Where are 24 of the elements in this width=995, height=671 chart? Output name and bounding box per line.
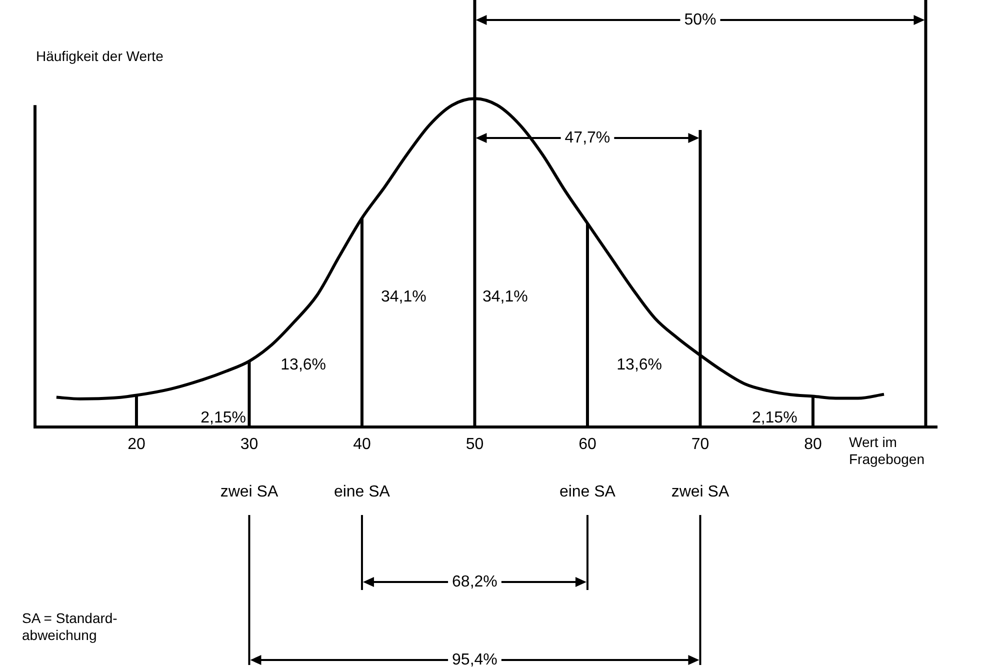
x-tick-label: 70 [691, 436, 710, 453]
text: 50% [684, 12, 716, 28]
annotation: 47,7% [564, 130, 610, 146]
x-tick-label: 60 [578, 436, 596, 453]
annotation: 34,1% [381, 288, 426, 306]
text: eine SA [334, 483, 390, 500]
text: SA = Standard-abweichung [22, 610, 118, 644]
text: 68,2% [452, 574, 498, 590]
x-axis-title: Wert im Fragebogen [849, 434, 926, 468]
text: eine SA [559, 483, 616, 500]
y-axis-title: Häufigkeit der Werte [36, 48, 164, 65]
x-tick-label: 20 [128, 436, 146, 453]
annotation: 13,6% [616, 356, 662, 374]
annotation: 2,15% [200, 410, 246, 426]
x-tick-label: 50 [466, 436, 484, 453]
text: zwei SA [671, 483, 730, 500]
annotation: 13,6% [280, 356, 326, 374]
text: 95,4% [452, 652, 498, 668]
annotation: 2,15% [752, 410, 798, 426]
x-tick-label: 40 [353, 436, 371, 453]
text: zwei SA [220, 483, 278, 500]
x-tick-label: 30 [240, 436, 258, 453]
annotation: 34,1% [482, 288, 528, 306]
x-tick-label: 80 [804, 436, 822, 453]
